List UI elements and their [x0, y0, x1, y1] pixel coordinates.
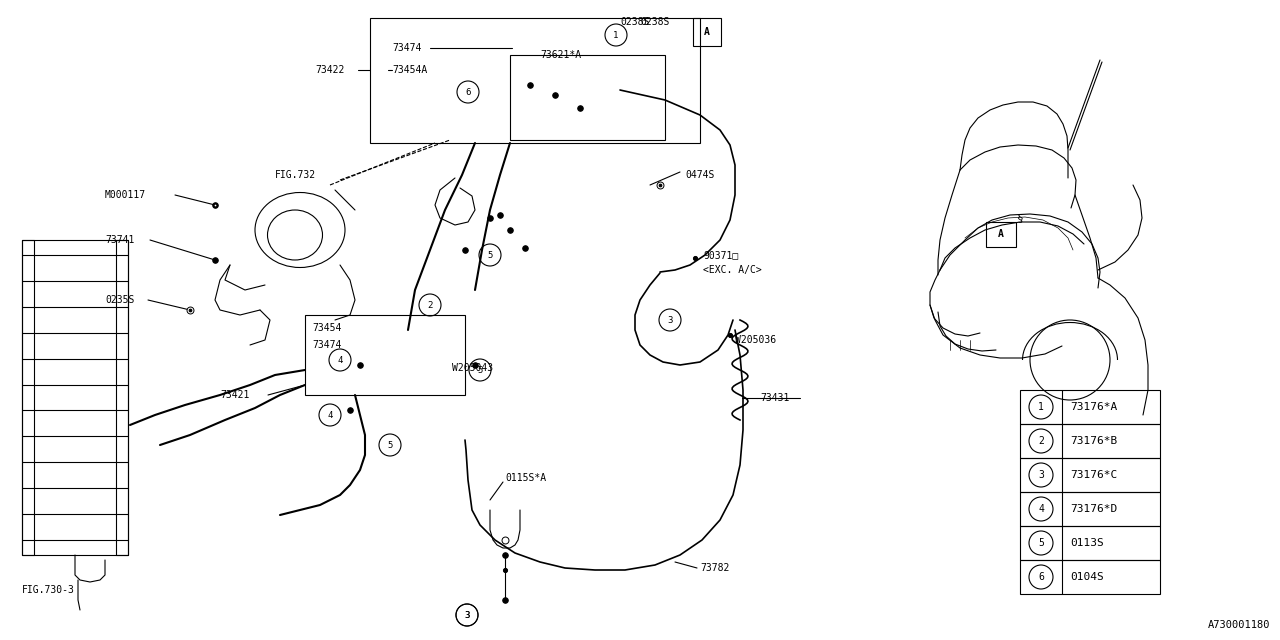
Text: 5: 5 — [488, 250, 493, 259]
Text: A730001180: A730001180 — [1207, 620, 1270, 630]
Text: 73782: 73782 — [700, 563, 730, 573]
Text: 73421: 73421 — [220, 390, 250, 400]
Text: 73176*A: 73176*A — [1070, 402, 1117, 412]
Text: 2: 2 — [428, 301, 433, 310]
Text: 3: 3 — [465, 611, 470, 620]
Bar — [509, 55, 666, 140]
Text: 73454: 73454 — [312, 323, 342, 333]
Text: 5: 5 — [477, 365, 483, 374]
Bar — [370, 18, 700, 143]
Text: 0238S: 0238S — [620, 17, 649, 27]
Text: 5: 5 — [1038, 538, 1044, 548]
Text: W205036: W205036 — [735, 335, 776, 345]
Text: <EXC. A/C>: <EXC. A/C> — [703, 265, 762, 275]
Text: 3: 3 — [667, 316, 673, 324]
Text: 73741: 73741 — [105, 235, 134, 245]
Bar — [986, 222, 1016, 247]
Text: M000117: M000117 — [105, 190, 146, 200]
Text: 73474: 73474 — [392, 43, 421, 53]
Text: 3: 3 — [1038, 470, 1044, 480]
Bar — [1020, 526, 1160, 560]
Text: 0115S*A: 0115S*A — [506, 473, 547, 483]
Bar — [305, 315, 465, 395]
Bar — [22, 240, 128, 555]
Text: 1: 1 — [1038, 402, 1044, 412]
Text: 73621*A: 73621*A — [540, 50, 581, 60]
Text: 73431: 73431 — [760, 393, 790, 403]
Text: 6: 6 — [1038, 572, 1044, 582]
Text: 73176*C: 73176*C — [1070, 470, 1117, 480]
Text: W205043: W205043 — [452, 363, 493, 373]
Text: A: A — [704, 27, 710, 37]
Text: 73176*D: 73176*D — [1070, 504, 1117, 514]
Bar — [1020, 492, 1160, 526]
Bar — [1020, 390, 1160, 424]
Bar — [1020, 560, 1160, 594]
Text: 0113S: 0113S — [1070, 538, 1103, 548]
Text: A: A — [998, 229, 1004, 239]
Text: 5: 5 — [388, 440, 393, 449]
Bar — [692, 18, 721, 46]
Bar — [1020, 458, 1160, 492]
Text: 1: 1 — [613, 31, 618, 40]
Text: 0104S: 0104S — [1070, 572, 1103, 582]
Text: 73176*B: 73176*B — [1070, 436, 1117, 446]
Text: 0238S: 0238S — [640, 17, 669, 27]
Text: FIG.730-3: FIG.730-3 — [22, 585, 74, 595]
Bar — [22, 240, 35, 555]
Text: 73422: 73422 — [315, 65, 344, 75]
Text: 73474: 73474 — [312, 340, 342, 350]
Text: 6: 6 — [466, 88, 471, 97]
Text: 4: 4 — [338, 355, 343, 365]
Text: 4: 4 — [1038, 504, 1044, 514]
Text: FIG.732: FIG.732 — [275, 170, 316, 180]
Text: 73454A: 73454A — [392, 65, 428, 75]
Bar — [1020, 424, 1160, 458]
Bar — [116, 240, 128, 555]
Text: 90371□: 90371□ — [703, 250, 739, 260]
Text: §: § — [1016, 213, 1024, 223]
Text: 3: 3 — [465, 611, 470, 620]
Text: 0235S: 0235S — [105, 295, 134, 305]
Text: 2: 2 — [1038, 436, 1044, 446]
Text: 0474S: 0474S — [685, 170, 714, 180]
Text: 4: 4 — [328, 410, 333, 419]
